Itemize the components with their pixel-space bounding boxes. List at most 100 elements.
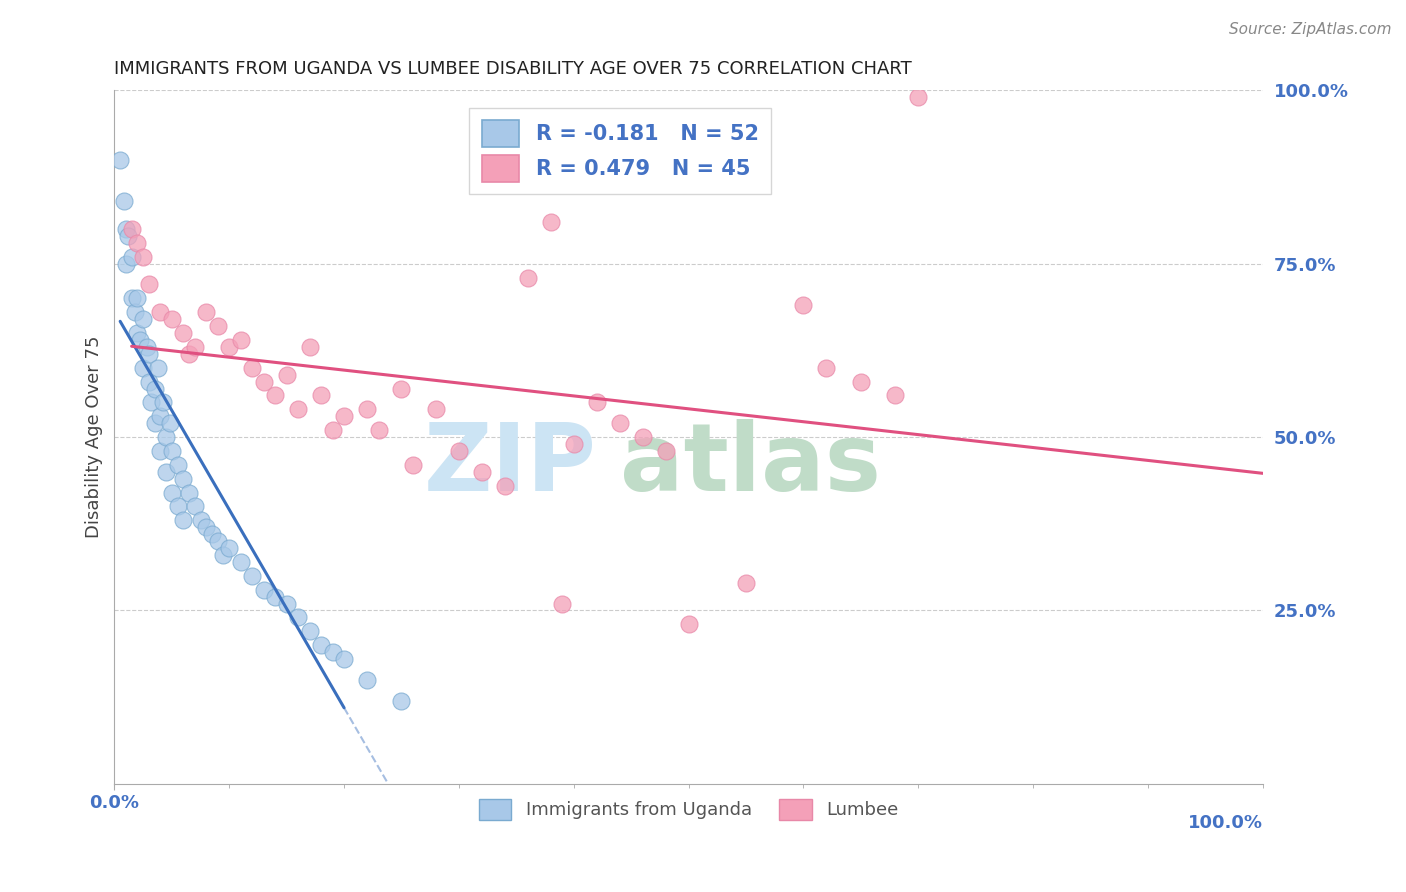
Point [160,485,183,500]
Point [177,485,200,500]
Point [115,257,138,271]
Point [149,305,172,319]
Point [117,228,139,243]
Point [159,416,181,430]
Point [218,340,240,354]
Point [146,360,169,375]
Point [609,416,631,430]
Point [138,347,160,361]
Point [585,395,607,409]
Point [253,375,276,389]
Point [195,520,218,534]
Point [166,458,188,472]
Point [141,395,163,409]
Point [195,305,218,319]
Point [540,215,562,229]
Point [207,319,229,334]
Point [792,298,814,312]
Point [240,568,263,582]
Point [132,360,155,375]
Point [298,340,321,354]
Point [425,402,447,417]
Point [127,326,149,340]
Point [562,437,585,451]
Point [121,291,143,305]
Point [160,312,183,326]
Text: IMMIGRANTS FROM UGANDA VS LUMBEE DISABILITY AGE OVER 75 CORRELATION CHART: IMMIGRANTS FROM UGANDA VS LUMBEE DISABIL… [114,60,912,78]
Point [287,610,309,624]
Point [309,638,332,652]
Point [177,347,200,361]
Text: 100.0%: 100.0% [1188,814,1263,832]
Point [138,277,160,292]
Point [735,575,758,590]
Point [212,548,235,562]
Point [678,617,700,632]
Text: ZIP: ZIP [423,419,596,511]
Point [160,444,183,458]
Text: atlas: atlas [620,419,880,511]
Point [128,333,150,347]
Point [309,388,332,402]
Y-axis label: Disability Age Over 75: Disability Age Over 75 [86,335,103,538]
Point [356,673,378,687]
Point [190,513,212,527]
Point [333,652,356,666]
Point [447,444,470,458]
Point [229,555,252,569]
Point [849,375,872,389]
Point [149,444,172,458]
Point [276,597,298,611]
Point [172,472,194,486]
Point [172,513,194,527]
Point [367,423,389,437]
Point [184,340,207,354]
Point [143,382,166,396]
Point [551,597,574,611]
Point [201,527,224,541]
Point [218,541,240,555]
Point [152,395,174,409]
Point [322,645,344,659]
Legend: Immigrants from Uganda, Lumbee: Immigrants from Uganda, Lumbee [471,791,905,827]
Point [112,194,135,209]
Point [322,423,344,437]
Point [132,312,155,326]
Point [402,458,425,472]
Point [135,340,157,354]
Point [391,693,413,707]
Point [264,388,287,402]
Point [155,465,177,479]
Point [287,402,309,417]
Point [207,534,229,549]
Point [298,624,321,639]
Text: Source: ZipAtlas.com: Source: ZipAtlas.com [1229,22,1392,37]
Point [240,360,263,375]
Point [907,90,929,104]
Point [127,291,149,305]
Point [264,590,287,604]
Point [516,270,538,285]
Point [172,326,194,340]
Point [494,478,516,492]
Point [143,416,166,430]
Point [391,382,413,396]
Point [149,409,172,424]
Point [138,375,160,389]
Point [276,368,298,382]
Point [356,402,378,417]
Point [631,430,654,444]
Point [184,500,207,514]
Point [155,430,177,444]
Point [121,250,143,264]
Point [229,333,252,347]
Point [253,582,276,597]
Point [884,388,907,402]
Point [108,153,131,167]
Point [815,360,838,375]
Point [471,465,494,479]
Point [124,305,146,319]
Point [333,409,356,424]
Point [127,235,149,250]
Point [115,222,138,236]
